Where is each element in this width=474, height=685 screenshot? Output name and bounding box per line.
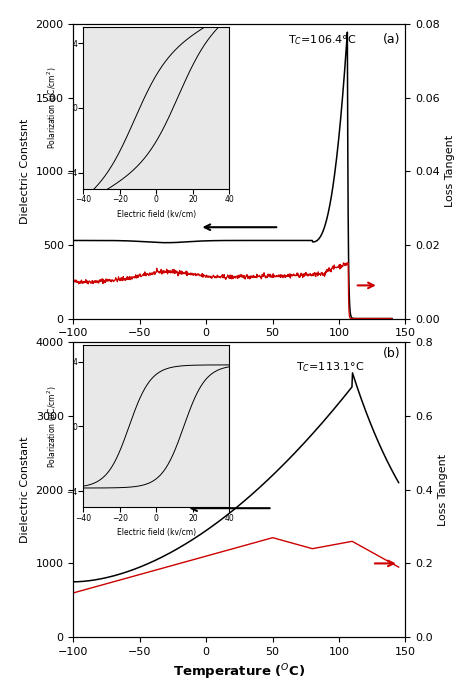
Y-axis label: Loss Tangent: Loss Tangent <box>438 453 448 526</box>
Y-axis label: Dielectric Constant: Dielectric Constant <box>20 436 30 543</box>
Text: T$_C$=113.1°C: T$_C$=113.1°C <box>296 360 365 374</box>
X-axis label: Temperature ($^O$C): Temperature ($^O$C) <box>186 344 292 364</box>
Y-axis label: Loss Tangent: Loss Tangent <box>445 135 456 208</box>
Text: (b): (b) <box>383 347 401 360</box>
Text: T$_C$=106.4°C: T$_C$=106.4°C <box>289 33 357 47</box>
X-axis label: Temperature ($^O$C): Temperature ($^O$C) <box>173 662 305 682</box>
Y-axis label: Dielectric Constsnt: Dielectric Constsnt <box>20 119 30 224</box>
Text: (a): (a) <box>383 33 400 46</box>
